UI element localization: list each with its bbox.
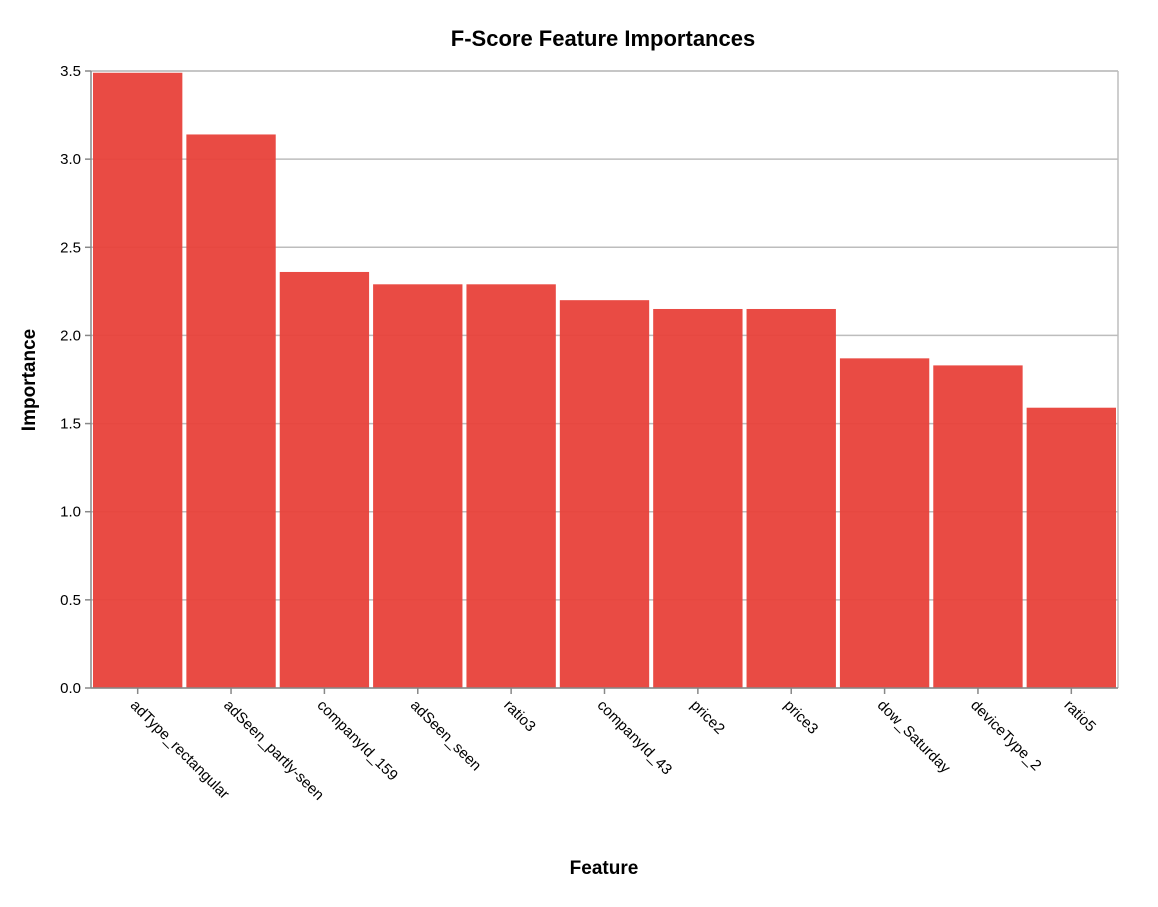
y-tick-label: 3.5 [60, 63, 81, 80]
bar-dow-saturday [839, 358, 930, 688]
y-tick-label: 2.0 [60, 327, 81, 344]
x-tick-label: dow_Saturday [874, 697, 954, 777]
y-tick-label: 0.5 [60, 592, 81, 609]
y-tick-label: 1.0 [60, 504, 81, 521]
bar-price2 [653, 308, 743, 688]
chart-title: F-Score Feature Importances [451, 26, 755, 51]
x-tick-label: adType_rectangular [127, 697, 233, 803]
bars [93, 72, 1116, 688]
x-axis-title: Feature [570, 858, 639, 879]
bar-ratio3 [466, 284, 556, 688]
bar-adtype-rectangular [93, 72, 183, 688]
y-axis-title: Importance [19, 329, 40, 431]
bar-adseen-partly-seen [186, 134, 276, 688]
bar-price3 [746, 308, 836, 688]
x-tick-label: adSeen_partly-seen [220, 697, 327, 804]
bar-devicetype-2 [933, 365, 1023, 688]
x-tick-label: adSeen_seen [407, 697, 484, 774]
x-tick-label: ratio3 [500, 697, 539, 736]
bar-companyid-159 [279, 271, 370, 688]
y-tick-label: 2.5 [60, 239, 81, 256]
x-tick-label: price3 [780, 697, 821, 738]
bar-ratio5 [1026, 407, 1116, 688]
x-tick-label: price2 [687, 697, 728, 738]
bar-companyid-43 [559, 300, 650, 688]
y-tick-label: 1.5 [60, 416, 81, 433]
x-tick-label: deviceType_2 [967, 697, 1044, 774]
y-tick-label: 3.0 [60, 151, 81, 168]
x-tick-label: companyId_43 [594, 697, 676, 779]
bar-adseen-seen [373, 284, 463, 688]
x-tick-label: ratio5 [1060, 697, 1099, 736]
x-tick-label: companyId_159 [314, 697, 402, 785]
y-tick-label: 0.0 [60, 680, 81, 697]
